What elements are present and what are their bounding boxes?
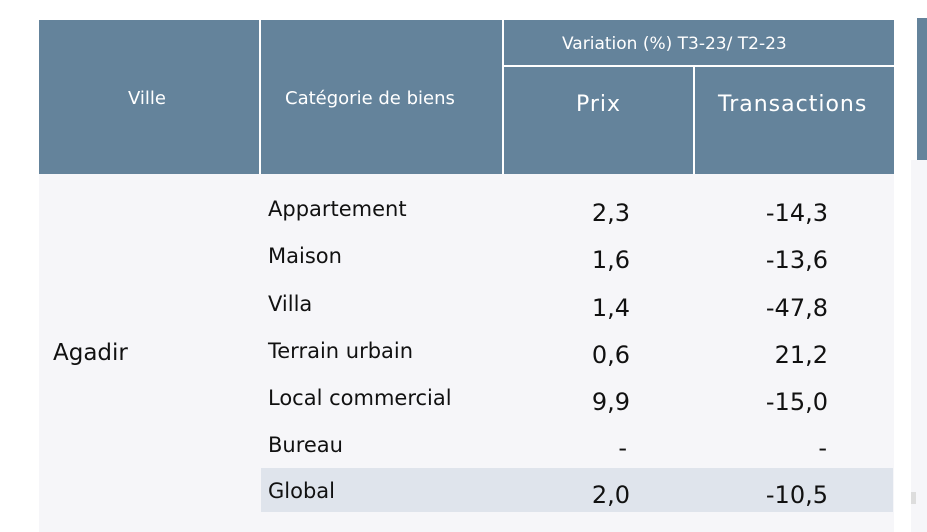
adjacent-table-body <box>911 160 927 532</box>
transactions-cell: -13,6 <box>765 246 828 274</box>
category-cell: Global <box>268 479 335 503</box>
category-cell: Terrain urbain <box>268 339 414 363</box>
price-cell: 9,9 <box>591 388 630 416</box>
header-divider <box>502 20 504 174</box>
adjacent-table-gap <box>911 18 917 160</box>
adjacent-table-mark <box>911 492 916 504</box>
category-cell: Appartement <box>268 197 407 221</box>
transactions-cell: -15,0 <box>765 388 828 416</box>
transactions-cell: -47,8 <box>765 294 828 322</box>
price-cell: 2,3 <box>591 199 630 227</box>
category-cell: Villa <box>268 292 313 316</box>
price-cell: 1,6 <box>591 246 630 274</box>
header-price: Prix <box>576 92 622 117</box>
global-row-highlight <box>261 468 893 512</box>
category-cell: Bureau <box>268 433 343 457</box>
transactions-cell: - <box>818 434 827 462</box>
price-cell: 0,6 <box>591 341 630 369</box>
header-divider <box>502 65 894 67</box>
transactions-cell: -10,5 <box>765 481 828 509</box>
table-header <box>39 20 894 174</box>
transactions-cell: -14,3 <box>765 199 828 227</box>
price-cell: 1,4 <box>591 294 630 322</box>
header-divider <box>693 65 695 174</box>
category-cell: Local commercial <box>268 386 452 410</box>
header-city: Ville <box>128 88 166 109</box>
header-divider <box>259 20 261 174</box>
price-cell: - <box>618 434 627 462</box>
header-transactions: Transactions <box>718 92 868 117</box>
header-variation: Variation (%) T3-23/ T2-23 <box>562 34 787 54</box>
city-cell: Agadir <box>53 340 128 366</box>
header-category: Catégorie de biens <box>285 88 455 109</box>
category-cell: Maison <box>268 244 342 268</box>
price-cell: 2,0 <box>591 481 630 509</box>
transactions-cell: 21,2 <box>774 341 828 369</box>
